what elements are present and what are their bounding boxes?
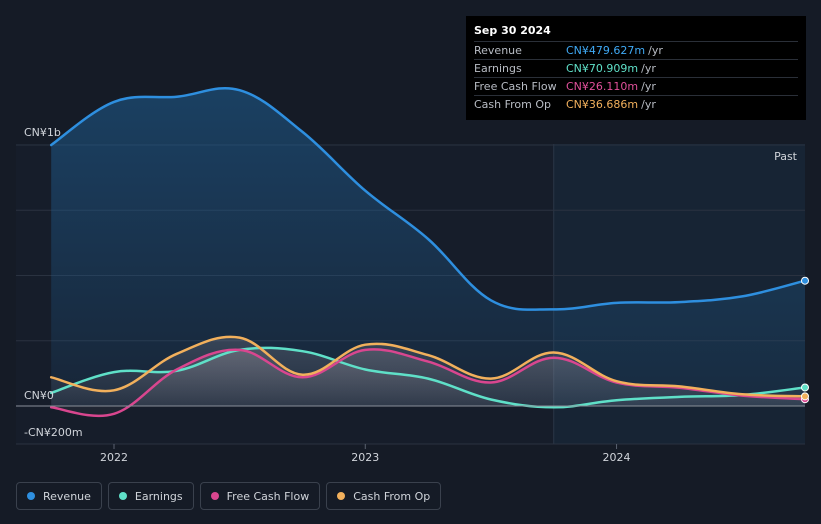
legend-item-revenue[interactable]: Revenue [16, 482, 102, 510]
tooltip-value: CN¥26.110m [566, 80, 639, 93]
legend-item-cash-from-op[interactable]: Cash From Op [326, 482, 442, 510]
tooltip-unit: /yr [648, 44, 663, 57]
tooltip-unit: /yr [641, 98, 656, 111]
legend-dot-icon [210, 492, 219, 500]
end-point-cash-from-op [801, 392, 809, 401]
x-axis-ticks: 2022 2023 2024 [100, 444, 631, 464]
tooltip-label: Free Cash Flow [474, 80, 557, 93]
line-free-cash-flow [49, 348, 807, 418]
legend-dot-icon [337, 492, 346, 500]
y-label-bottom: -CN¥200m [24, 426, 83, 439]
line-cash-from-op [49, 335, 807, 398]
tooltip-unit: /yr [641, 80, 656, 93]
line-revenue [49, 86, 807, 311]
end-point-revenue [801, 276, 809, 285]
tooltip-label: Earnings [474, 62, 522, 75]
tooltip-row-free-cash-flow: Free Cash Flow CN¥26.110m /yr [474, 77, 798, 95]
series-lines [49, 86, 807, 418]
tooltip-value: CN¥36.686m [566, 98, 639, 111]
end-point-earnings [801, 383, 809, 392]
tooltip-date: Sep 30 2024 [474, 24, 551, 37]
legend-label: Revenue [43, 489, 91, 503]
end-dots [801, 276, 809, 404]
x-tick-label: 2023 [351, 451, 379, 464]
series-areas [51, 88, 805, 416]
y-label-top: CN¥1b [24, 126, 61, 139]
area-cash-from-op [51, 336, 805, 406]
legend-item-earnings[interactable]: Earnings [107, 482, 194, 510]
tooltip-label: Revenue [474, 44, 522, 57]
area-revenue [51, 88, 805, 406]
y-label-zero: CN¥0 [24, 389, 54, 402]
tooltip-value: CN¥479.627m [566, 44, 646, 57]
tooltip-unit: /yr [641, 62, 656, 75]
legend-dot-icon [27, 492, 35, 500]
tooltip-value: CN¥70.909m [566, 62, 639, 75]
tooltip-label: Cash From Op [474, 98, 552, 111]
legend-dot-icon [118, 492, 127, 500]
legend-label: Free Cash Flow [226, 489, 310, 503]
legend-item-free-cash-flow[interactable]: Free Cash Flow [199, 482, 321, 510]
legend-label: Earnings [134, 489, 183, 503]
tooltip-row-cash-from-op: Cash From Op CN¥36.686m /yr [474, 95, 798, 113]
tooltip-row-earnings: Earnings CN¥70.909m /yr [474, 59, 798, 77]
tooltip-row-revenue: Revenue CN¥479.627m /yr [474, 41, 798, 59]
past-label: Past [774, 150, 798, 163]
legend: Revenue Earnings Free Cash Flow Cash Fro… [16, 482, 442, 510]
x-tick-label: 2024 [603, 451, 631, 464]
x-tick-label: 2022 [100, 451, 128, 464]
legend-label: Cash From Op [353, 489, 431, 503]
tooltip: Sep 30 2024 Revenue CN¥479.627m /yr Earn… [466, 16, 806, 120]
